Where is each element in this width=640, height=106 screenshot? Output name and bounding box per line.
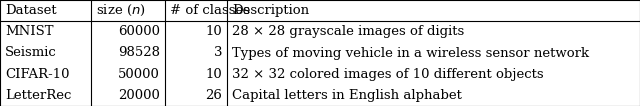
Text: Types of moving vehicle in a wireless sensor network: Types of moving vehicle in a wireless se…	[232, 47, 589, 59]
Text: 32 × 32 colored images of 10 different objects: 32 × 32 colored images of 10 different o…	[232, 68, 544, 81]
Text: Description: Description	[232, 4, 310, 17]
Text: 10: 10	[205, 25, 222, 38]
Text: 60000: 60000	[118, 25, 160, 38]
Text: 98528: 98528	[118, 47, 160, 59]
Text: Dataset: Dataset	[5, 4, 57, 17]
Text: Seismic: Seismic	[5, 47, 57, 59]
Text: Capital letters in English alphabet: Capital letters in English alphabet	[232, 89, 462, 102]
Text: 26: 26	[205, 89, 222, 102]
Text: LetterRec: LetterRec	[5, 89, 72, 102]
Text: 3: 3	[214, 47, 222, 59]
Text: CIFAR-10: CIFAR-10	[5, 68, 70, 81]
Text: 20000: 20000	[118, 89, 160, 102]
Text: 10: 10	[205, 68, 222, 81]
Text: size ($n$): size ($n$)	[96, 3, 146, 18]
Text: 50000: 50000	[118, 68, 160, 81]
Text: # of classes: # of classes	[170, 4, 250, 17]
Text: MNIST: MNIST	[5, 25, 54, 38]
Text: 28 × 28 grayscale images of digits: 28 × 28 grayscale images of digits	[232, 25, 465, 38]
